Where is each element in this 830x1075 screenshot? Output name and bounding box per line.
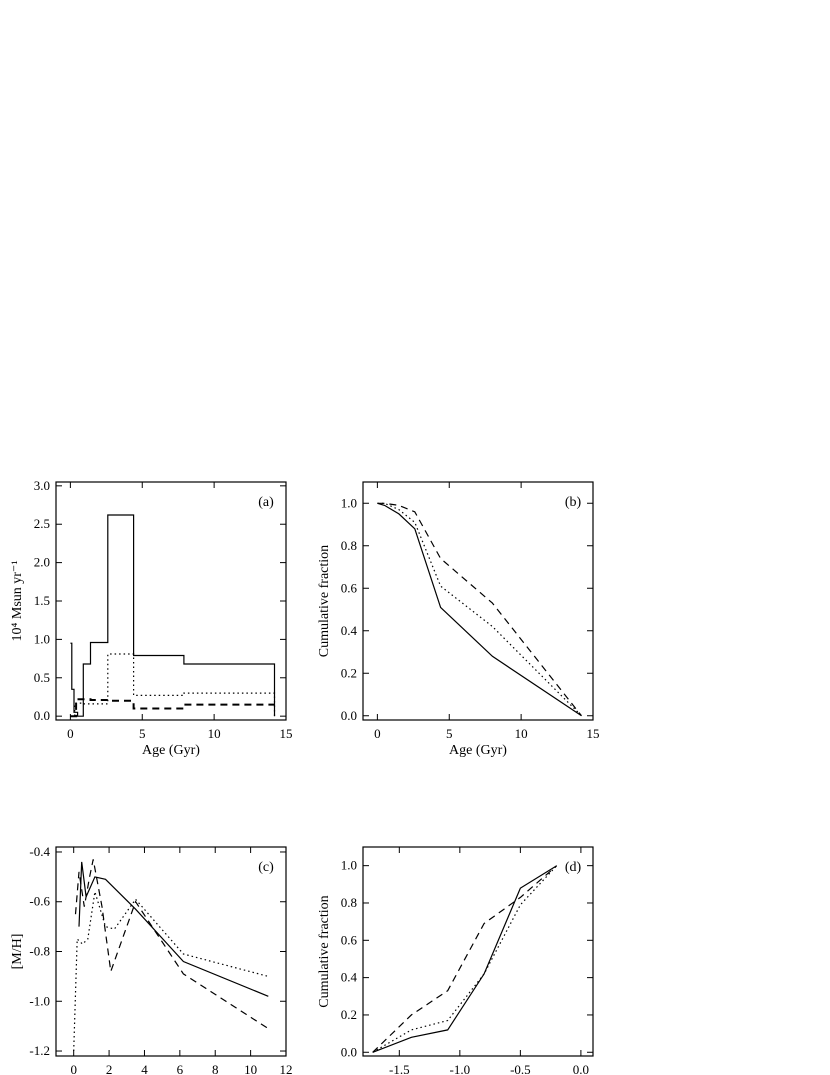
x-tick-label: 15 <box>280 726 293 741</box>
x-tick-label: 0 <box>374 726 381 741</box>
y-tick-label: 0.0 <box>341 1044 357 1059</box>
x-tick-label: 0 <box>70 1062 77 1075</box>
y-tick-label: -1.2 <box>29 1043 50 1058</box>
y-tick-label: 1.0 <box>341 495 357 510</box>
series-line-solid <box>78 861 269 997</box>
x-tick-label: 10 <box>515 726 528 741</box>
series-line-dotted <box>377 502 582 717</box>
y-axis-title: Cumulative fraction <box>317 895 332 1007</box>
panel-label: (a) <box>258 495 274 510</box>
x-tick-label: 10 <box>244 1062 257 1075</box>
series-line-dashed <box>377 502 582 717</box>
x-tick-label: 8 <box>212 1062 219 1075</box>
series-line-dashed <box>372 865 558 1053</box>
x-tick-label: 4 <box>141 1062 148 1075</box>
y-tick-label: 2.5 <box>34 516 50 531</box>
series-line-dashed <box>70 698 275 718</box>
x-tick-label: -1.5 <box>389 1062 410 1075</box>
y-tick-label: -0.4 <box>29 844 50 859</box>
y-tick-label: 2.0 <box>34 555 50 570</box>
x-tick-label: 5 <box>446 726 453 741</box>
y-axis-title: Cumulative fraction <box>317 545 332 657</box>
y-tick-label: 0.8 <box>341 895 357 910</box>
panel-label: (d) <box>565 860 582 875</box>
y-tick-label: 1.0 <box>34 631 50 646</box>
x-tick-label: 12 <box>280 1062 293 1075</box>
x-tick-label: 5 <box>139 726 146 741</box>
series-line-solid <box>377 502 582 717</box>
y-tick-label: 3.0 <box>34 478 50 493</box>
y-tick-label: 0.0 <box>34 708 50 723</box>
x-tick-label: 2 <box>106 1062 113 1075</box>
y-tick-label: 0.0 <box>341 708 357 723</box>
x-tick-label: 0.0 <box>573 1062 589 1075</box>
y-axis-title: [M/H] <box>10 934 25 970</box>
x-axis-title: Age (Gyr) <box>142 743 200 758</box>
y-tick-label: 0.4 <box>341 623 358 638</box>
series-line-dotted <box>372 865 558 1053</box>
x-tick-label: 10 <box>208 726 221 741</box>
plot-frame <box>55 846 287 1057</box>
panel-d: -1.5-1.0-0.50.00.00.20.40.60.81.0[M/H]Cu… <box>317 846 594 1075</box>
plot-frame <box>55 481 287 721</box>
x-tick-label: 15 <box>587 726 600 741</box>
x-axis-title: Age (Gyr) <box>449 743 507 758</box>
x-tick-label: -0.5 <box>510 1062 531 1075</box>
series-line-dotted <box>73 891 269 1052</box>
panel-a: 0 5 10 15 0.0 0.5 1.0 1.5 2.0 2.5 3.0 Age (Gyr) 10⁴ … <box>10 478 293 758</box>
y-tick-label: 0.6 <box>341 580 358 595</box>
series-line-dotted <box>70 653 276 717</box>
y-tick-label: 1.5 <box>34 593 50 608</box>
x-tick-label: 6 <box>177 1062 184 1075</box>
y-tick-label: 0.8 <box>341 538 357 553</box>
plot-frame <box>362 846 594 1057</box>
series-line-dashed <box>74 859 269 1030</box>
x-tick-label: -1.0 <box>450 1062 471 1075</box>
plot-frame <box>362 481 594 721</box>
series-line-solid <box>372 865 558 1053</box>
series-line-solid <box>70 514 276 717</box>
x-tick-label: 0 <box>67 726 74 741</box>
y-tick-label: -0.6 <box>29 894 50 909</box>
y-tick-label: 0.2 <box>341 665 357 680</box>
y-tick-label: -1.0 <box>29 993 50 1008</box>
y-tick-label: 0.2 <box>341 1007 357 1022</box>
y-axis-title: 10⁴ Msun yr⁻¹ <box>10 560 25 641</box>
panel-label: (c) <box>258 860 274 875</box>
y-tick-label: -0.8 <box>29 944 50 959</box>
panel-label: (b) <box>565 495 582 510</box>
y-tick-label: 0.5 <box>34 670 50 685</box>
y-tick-label: 0.6 <box>341 932 358 947</box>
panel-b: 0 5 10 15 0.0 0.2 0.4 0.6 0.8 1.0 Age (Gyr) Cumulat… <box>317 481 600 758</box>
y-tick-label: 0.4 <box>341 970 358 985</box>
y-tick-label: 1.0 <box>341 858 357 873</box>
